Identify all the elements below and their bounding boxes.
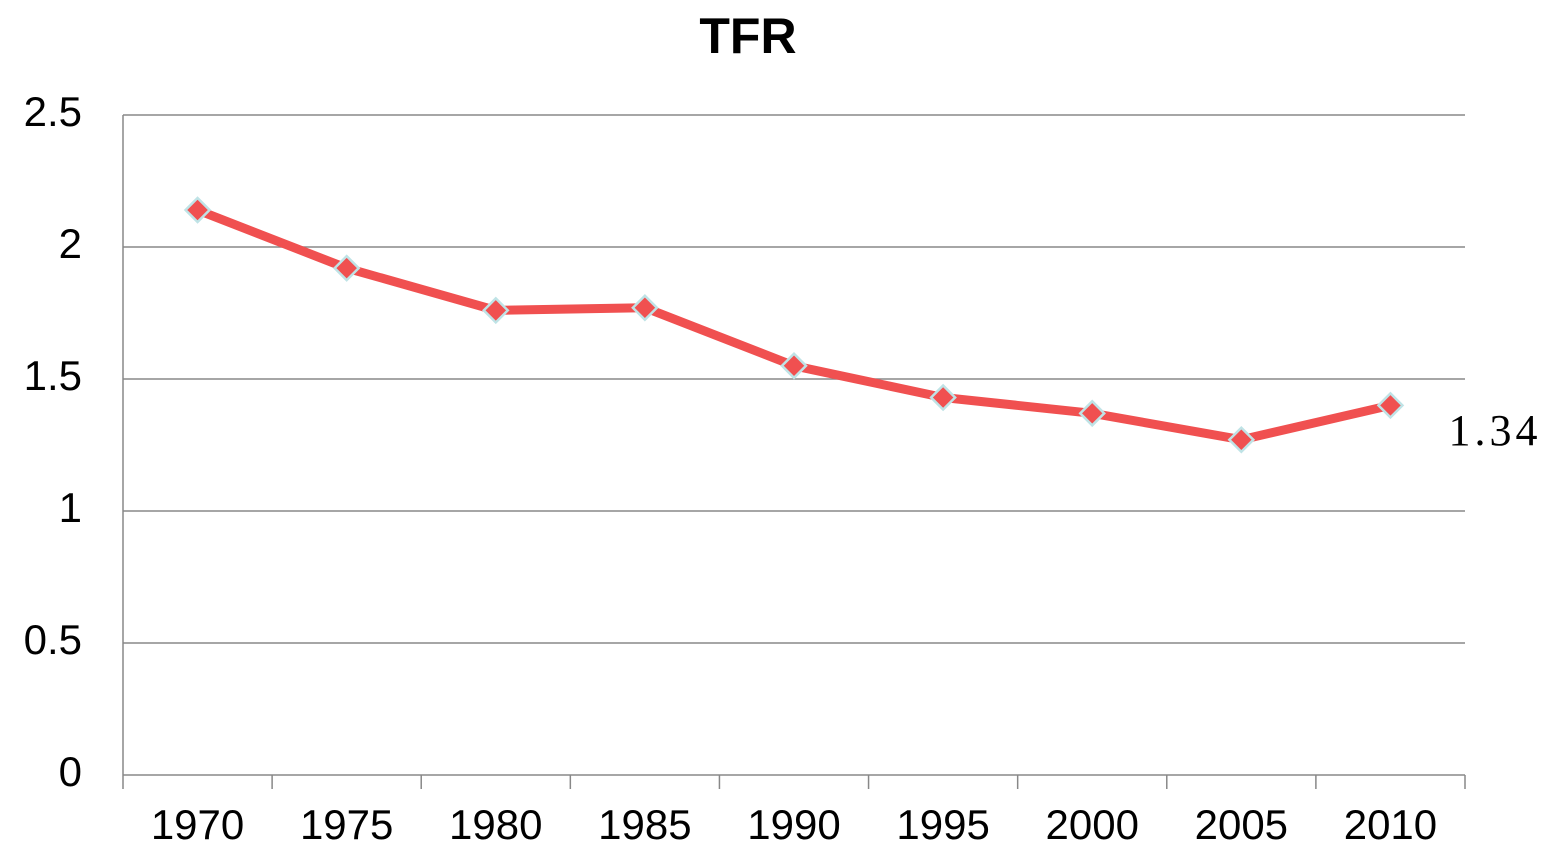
y-tick-label: 0 xyxy=(59,748,82,795)
marker xyxy=(1227,425,1256,454)
chart-title: TFR xyxy=(699,8,796,64)
marker xyxy=(332,254,361,282)
x-tick-label: 1995 xyxy=(896,801,989,848)
y-tick-label: 1 xyxy=(59,484,82,531)
x-tick-label: 2010 xyxy=(1344,801,1437,848)
x-tick-label: 1985 xyxy=(598,801,691,848)
y-tick-label: 2 xyxy=(59,220,82,267)
marker xyxy=(482,296,510,325)
marker xyxy=(631,293,659,322)
x-tick-label: 2000 xyxy=(1046,801,1139,848)
x-tick-label: 1980 xyxy=(449,801,542,848)
marker xyxy=(183,196,212,224)
line xyxy=(195,205,1392,445)
annotation: 1.34 xyxy=(1449,406,1542,455)
marker xyxy=(929,383,957,412)
y-tick-label: 2.5 xyxy=(24,88,82,135)
y-tick-label: 1.5 xyxy=(24,352,82,399)
x-tick-label: 1975 xyxy=(300,801,393,848)
marker xyxy=(1376,391,1405,420)
marker xyxy=(1078,399,1106,428)
x-tick-label: 1970 xyxy=(151,801,244,848)
x-tick-label: 1990 xyxy=(747,801,840,848)
x-tick-label: 2005 xyxy=(1195,801,1288,848)
marker xyxy=(780,352,808,380)
y-tick-label: 0.5 xyxy=(24,616,82,663)
